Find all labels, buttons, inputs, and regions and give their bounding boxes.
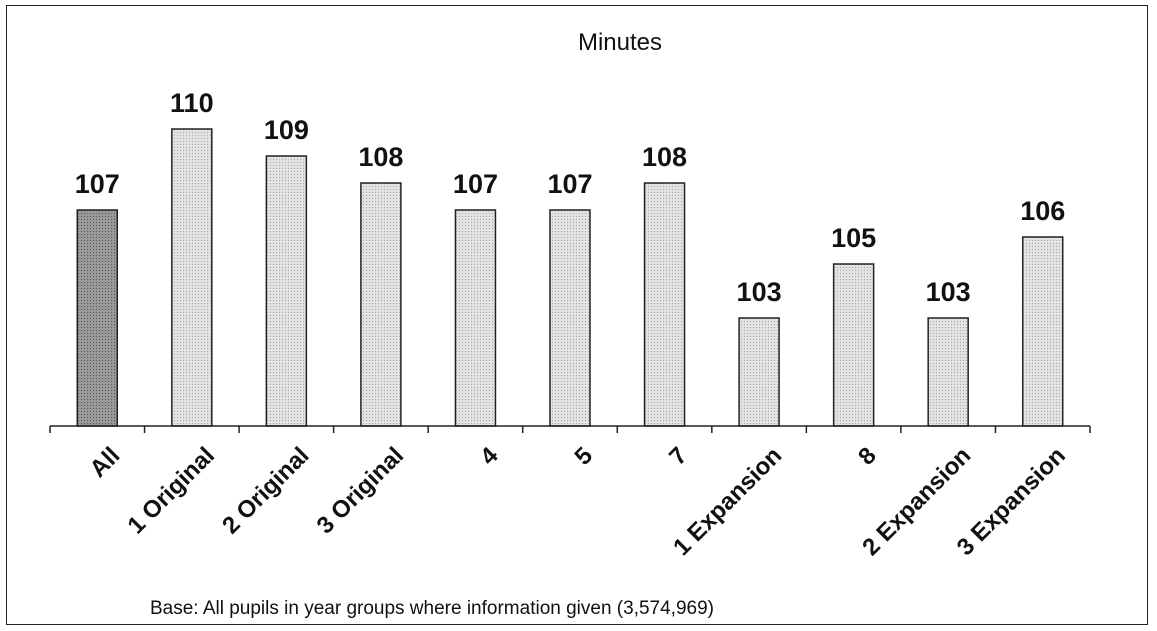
bars-group: 107 110 109 108 107 107 108 103 105 103 106 xyxy=(75,88,1065,427)
bar-7 xyxy=(643,182,686,427)
x-tick-label: 5 xyxy=(570,442,599,471)
value-label: 103 xyxy=(926,277,971,307)
chart-title: Minutes xyxy=(578,29,662,56)
bar-all xyxy=(76,209,119,427)
value-label: 107 xyxy=(547,169,592,199)
value-label: 109 xyxy=(264,115,309,145)
bar-3-original xyxy=(360,182,402,427)
bar-2-expansion xyxy=(927,317,969,427)
value-label: 106 xyxy=(1020,196,1065,226)
bar-3-expansion xyxy=(1021,236,1064,427)
x-tick-label: 4 xyxy=(475,442,504,471)
x-tick-label: 8 xyxy=(853,442,882,471)
x-tick-label: 7 xyxy=(664,442,693,471)
x-tick-label: 3 Original xyxy=(312,442,409,539)
x-tick-label: All xyxy=(85,442,126,483)
bar-1-original xyxy=(171,128,213,427)
base-footnote: Base: All pupils in year groups where in… xyxy=(150,598,714,619)
x-tick-label: 2 Original xyxy=(217,442,314,539)
value-label: 107 xyxy=(75,169,120,199)
bar-5 xyxy=(549,209,591,427)
bar-1-expansion xyxy=(738,317,780,427)
value-label: 110 xyxy=(170,88,214,118)
bar-4 xyxy=(454,209,497,427)
value-label: 108 xyxy=(642,142,687,172)
value-label: 107 xyxy=(453,169,498,199)
bar-2-original xyxy=(265,155,308,427)
value-label: 103 xyxy=(737,277,782,307)
value-label: 105 xyxy=(831,223,876,253)
bar-8 xyxy=(832,263,875,427)
value-label: 108 xyxy=(358,142,403,172)
x-tick-label: 1 Original xyxy=(123,442,220,539)
